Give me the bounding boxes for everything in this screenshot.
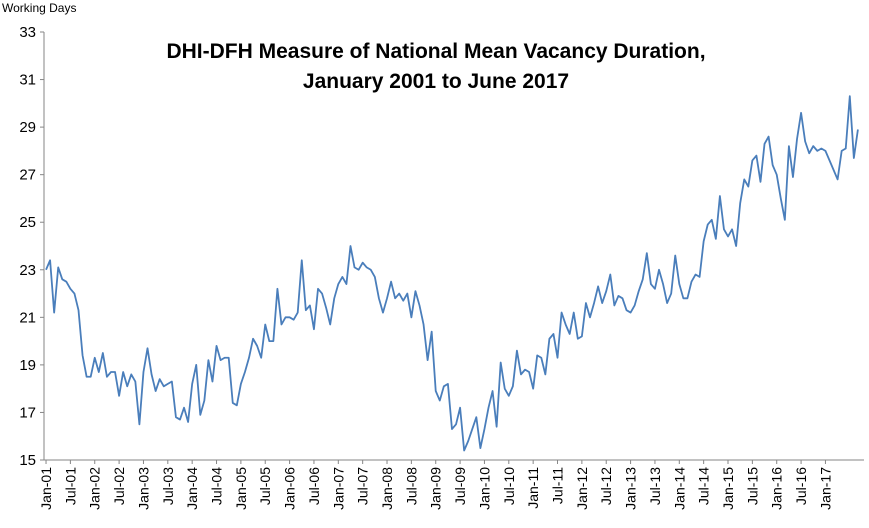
y-axis-ticks: 15 17 19 21 23 25 27 29 31 33 (19, 24, 44, 469)
x-tick-label: Jul-10 (501, 467, 517, 505)
x-tick-label: Jan-06 (282, 467, 298, 510)
x-tick-label: Jan-15 (720, 467, 736, 510)
x-tick-label: Jan-12 (574, 467, 590, 510)
x-tick-label: Jan-16 (769, 467, 785, 510)
x-tick-label: Jan-10 (476, 467, 492, 510)
y-tick-label: 15 (19, 452, 36, 469)
x-tick-label: Jul-09 (452, 467, 468, 505)
x-tick-label: Jul-04 (209, 467, 225, 505)
x-tick-label: Jan-01 (38, 467, 54, 510)
y-axis-label: Working Days (2, 1, 76, 15)
x-tick-label: Jul-03 (160, 467, 176, 505)
x-tick-label: Jul-05 (257, 467, 273, 505)
x-tick-label: Jul-02 (111, 467, 127, 505)
x-tick-label: Jul-14 (696, 467, 712, 505)
series-group (45, 95, 859, 452)
x-tick-label: Jan-14 (671, 467, 687, 510)
x-tick-label: Jul-12 (598, 467, 614, 505)
chart-title-line-2: January 2001 to June 2017 (303, 70, 569, 93)
x-tick-label: Jul-16 (793, 467, 809, 505)
x-tick-label: Jul-06 (306, 467, 322, 505)
x-tick-label: Jul-01 (62, 467, 78, 505)
x-axis-ticks: Jan-01 Jul-01 Jan-02 Jul-02 Jan-03 Jul-03 Jan-… (38, 460, 833, 510)
y-tick-label: 19 (19, 357, 36, 374)
x-tick-label: Jan-11 (525, 467, 541, 509)
x-tick-label: Jan-02 (87, 467, 103, 510)
x-tick-label: Jan-13 (623, 467, 639, 510)
x-tick-label: Jul-07 (355, 467, 371, 505)
x-tick-label: Jan-08 (379, 467, 395, 510)
series-line (45, 95, 859, 452)
x-tick-label: Jan-04 (184, 467, 200, 510)
y-tick-label: 29 (19, 119, 36, 136)
y-tick-label: 23 (19, 262, 36, 279)
y-tick-label: 21 (19, 309, 36, 326)
x-tick-label: Jan-05 (233, 467, 249, 510)
y-tick-label: 25 (19, 214, 36, 231)
x-tick-label: Jul-11 (550, 467, 566, 504)
chart-title-line-1: DHI-DFH Measure of National Mean Vacancy… (166, 40, 705, 63)
y-tick-label: 33 (19, 24, 36, 41)
x-tick-label: Jul-08 (403, 467, 419, 505)
y-tick-label: 31 (19, 72, 36, 89)
x-tick-label: Jan-17 (817, 467, 833, 510)
x-tick-label: Jul-15 (744, 467, 760, 505)
x-tick-label: Jan-07 (330, 467, 346, 510)
y-tick-label: 27 (19, 167, 36, 184)
x-tick-label: Jan-09 (428, 467, 444, 510)
y-tick-label: 17 (19, 404, 36, 421)
x-tick-label: Jul-13 (647, 467, 663, 505)
x-tick-label: Jan-03 (135, 467, 151, 510)
